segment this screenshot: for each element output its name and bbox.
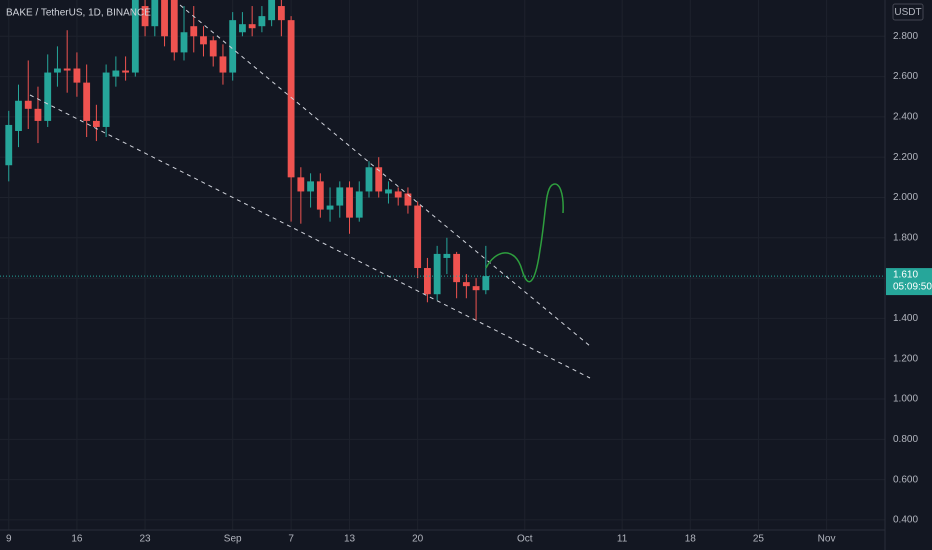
y-tick-label: 2.000: [893, 192, 918, 203]
candle-body: [122, 70, 130, 73]
x-tick-label: 23: [140, 534, 152, 545]
candle-body: [190, 26, 198, 37]
candle-body: [346, 187, 353, 218]
x-tick-label: Sep: [224, 534, 242, 545]
x-tick-label: 9: [6, 534, 12, 545]
candle-body: [336, 187, 344, 206]
candles: [0, 0, 885, 321]
x-tick-label: 13: [344, 534, 356, 545]
candle-body: [385, 189, 392, 194]
candle-body: [326, 205, 334, 210]
candle-body: [404, 193, 412, 206]
last-price-box: [886, 268, 932, 296]
candle-body: [239, 24, 246, 33]
candle-body: [482, 276, 490, 291]
y-tick-label: 1.800: [893, 232, 918, 243]
candle-body: [297, 177, 305, 192]
y-tick-label: 1.400: [893, 313, 918, 324]
candle-body: [316, 181, 324, 210]
candle-body: [462, 282, 470, 287]
candle-body: [209, 40, 217, 57]
candle-body: [180, 32, 188, 53]
candle-body: [365, 167, 373, 192]
candle-body: [73, 68, 81, 83]
candle-body: [44, 72, 52, 121]
candle-body: [15, 100, 22, 131]
y-tick-label: 2.800: [893, 31, 918, 42]
candle-body: [151, 0, 159, 27]
candle-body: [63, 68, 71, 71]
candle-body: [375, 167, 383, 192]
candle-body: [83, 82, 91, 121]
drawings: [29, 4, 591, 379]
candle-body: [414, 205, 422, 269]
y-tick-label: 2.200: [893, 152, 918, 163]
axes: 0.4000.6000.8001.0001.2001.4001.6001.800…: [6, 31, 932, 545]
candle-body: [112, 70, 120, 77]
candle-body: [141, 6, 149, 27]
candle-body: [161, 0, 168, 37]
candle-body: [307, 181, 314, 192]
y-tick-label: 2.600: [893, 71, 918, 82]
x-tick-label: 25: [753, 534, 765, 545]
countdown-label: 05:09:50: [893, 282, 932, 293]
y-tick-label: 0.800: [893, 434, 918, 445]
candle-body: [355, 191, 363, 218]
candle-body: [443, 253, 451, 258]
x-tick-label: Oct: [517, 534, 533, 545]
x-tick-label: 20: [412, 534, 424, 545]
y-tick-label: 0.600: [893, 474, 918, 485]
candle-body: [131, 0, 139, 73]
candle-body: [258, 16, 266, 27]
currency-box[interactable]: [892, 3, 924, 21]
x-tick-label: 18: [685, 534, 697, 545]
candle-body: [200, 36, 207, 45]
candle-body: [170, 0, 178, 53]
candle-body: [433, 253, 441, 295]
y-tick-label: 2.400: [893, 112, 918, 123]
last-price-label: 1.610: [893, 270, 918, 281]
candle-body: [54, 68, 61, 73]
candle-body: [287, 20, 295, 178]
candle-body: [453, 253, 461, 283]
y-tick-label: 1.000: [893, 394, 918, 405]
candle-body: [102, 72, 110, 127]
candle-body: [424, 268, 431, 295]
y-tick-label: 1.200: [893, 353, 918, 364]
candle-body: [248, 24, 256, 29]
trend-line: [29, 94, 591, 379]
hand-drawing: [485, 183, 564, 283]
candle-body: [5, 124, 13, 166]
candle-body: [24, 100, 32, 109]
candle-body: [92, 120, 100, 127]
x-tick-label: 16: [71, 534, 83, 545]
x-tick-label: 7: [288, 534, 294, 545]
trend-line: [179, 4, 591, 347]
symbol-title: BAKE / TetherUS, 1D, BINANCE: [6, 8, 151, 19]
x-tick-label: 11: [617, 534, 628, 545]
candle-body: [34, 108, 42, 121]
currency-label[interactable]: USDT: [894, 7, 921, 18]
candle-body: [394, 191, 402, 198]
grid: [0, 0, 885, 530]
y-tick-label: 0.400: [893, 515, 918, 526]
candle-body: [472, 286, 480, 291]
candle-body: [268, 0, 276, 21]
x-tick-label: Nov: [818, 534, 836, 545]
candle-body: [277, 6, 285, 21]
candle-body: [229, 20, 237, 73]
candle-body: [219, 56, 227, 73]
